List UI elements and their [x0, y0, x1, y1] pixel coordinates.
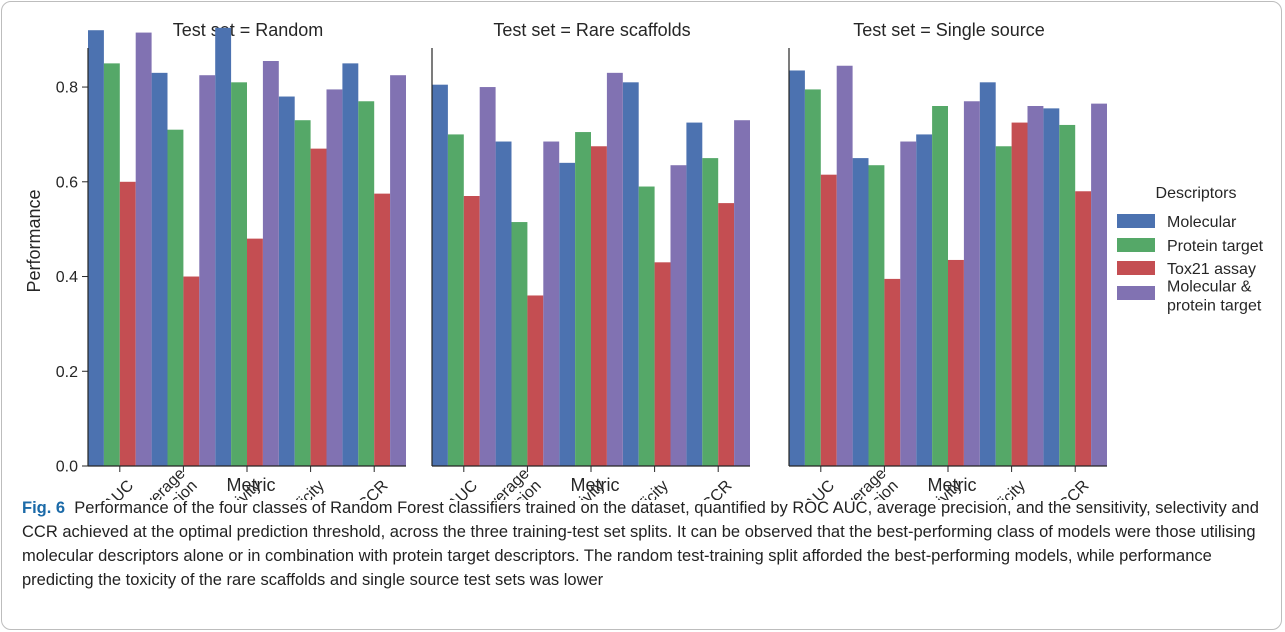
x-axis-label: Metric: [227, 475, 276, 495]
bar: [231, 82, 247, 466]
bar: [463, 196, 480, 466]
bar: [310, 148, 327, 466]
bar: [326, 89, 343, 466]
bar: [119, 181, 136, 466]
bar: [686, 122, 703, 466]
bar: [479, 87, 496, 466]
legend-swatch: [1117, 238, 1155, 252]
bar: [135, 32, 152, 466]
bar: [654, 262, 671, 466]
panel-title: Test set = Random: [173, 20, 324, 40]
figure-caption: Fig. 6 Performance of the four classes o…: [22, 496, 1267, 592]
bar: [734, 120, 750, 467]
bar: [511, 222, 528, 466]
bar: [215, 27, 232, 467]
bar: [868, 165, 885, 467]
bar: [591, 146, 607, 466]
bar: [1059, 124, 1076, 467]
y-tick-label: 0.6: [56, 174, 78, 191]
legend: Descriptors Molecular Protein target Tox21 …: [1117, 185, 1264, 315]
bar: [670, 165, 687, 467]
bar: [916, 134, 933, 466]
bar: [543, 141, 560, 467]
x-tick-label: Averageprecision: [832, 465, 901, 500]
y-tick-label: 0.0: [56, 459, 78, 476]
figure-label: Fig. 6: [22, 499, 66, 517]
x-tick-label: Averageprecision: [131, 465, 200, 500]
y-axis-label: Performance: [24, 189, 44, 292]
y-tick-label: 0.2: [56, 364, 78, 381]
bar: [390, 75, 406, 467]
panel-title: Test set = Rare scaffolds: [493, 20, 690, 40]
bar: [1043, 108, 1060, 467]
y-tick-label: 0.8: [56, 80, 78, 97]
bar: [1075, 191, 1092, 466]
bar: [575, 132, 591, 467]
bar: [702, 158, 719, 466]
bar: [852, 158, 869, 466]
bar: [606, 72, 623, 466]
bar-chart: Performance 0.0 0.2 0.4 0.6 0.8 Test set = Ran…: [24, 20, 1264, 500]
bar: [278, 96, 295, 467]
bar: [789, 70, 805, 466]
legend-label: Molecular & protein target: [1167, 279, 1262, 315]
bar: [995, 146, 1012, 466]
legend-label: Protein target: [1167, 238, 1264, 255]
bar: [979, 82, 996, 466]
bar: [718, 203, 735, 466]
bar: [495, 141, 512, 467]
bar: [432, 84, 448, 467]
bar: [262, 61, 279, 466]
bar: [167, 129, 184, 466]
bar: [527, 295, 544, 466]
bar: [151, 72, 168, 466]
bar: [183, 276, 200, 466]
legend-swatch: [1117, 286, 1155, 300]
legend-label: Tox21 assay: [1167, 261, 1256, 278]
x-axis-label: Metric: [571, 475, 620, 495]
bar: [932, 106, 948, 466]
legend-label: Molecular: [1167, 214, 1237, 231]
caption-text: Performance of the four classes of Rando…: [22, 499, 1259, 589]
bar: [199, 75, 216, 467]
bar: [358, 101, 375, 467]
bar: [374, 193, 391, 466]
bar: [963, 101, 980, 467]
bar: [342, 63, 359, 467]
panel-title: Test set = Single source: [853, 20, 1045, 40]
bar: [294, 120, 311, 467]
bar: [804, 89, 821, 466]
legend-swatch: [1117, 214, 1155, 228]
bar: [1091, 103, 1107, 466]
bar: [820, 174, 837, 466]
bar: [559, 162, 576, 466]
legend-swatch: [1117, 261, 1155, 275]
bar: [638, 186, 655, 467]
x-tick-label: Averageprecision: [475, 465, 544, 500]
bar: [1011, 122, 1028, 466]
bar: [884, 278, 901, 466]
y-tick-label: 0.4: [56, 269, 78, 286]
bar: [948, 259, 964, 466]
bar: [900, 141, 917, 467]
bar: [836, 65, 853, 466]
bar: [88, 30, 104, 467]
bar: [1027, 106, 1044, 466]
x-axis-label: Metric: [928, 475, 977, 495]
bar: [103, 63, 120, 467]
legend-title: Descriptors: [1156, 185, 1237, 202]
bar: [247, 238, 263, 466]
bar: [622, 82, 639, 466]
bar: [447, 134, 464, 466]
